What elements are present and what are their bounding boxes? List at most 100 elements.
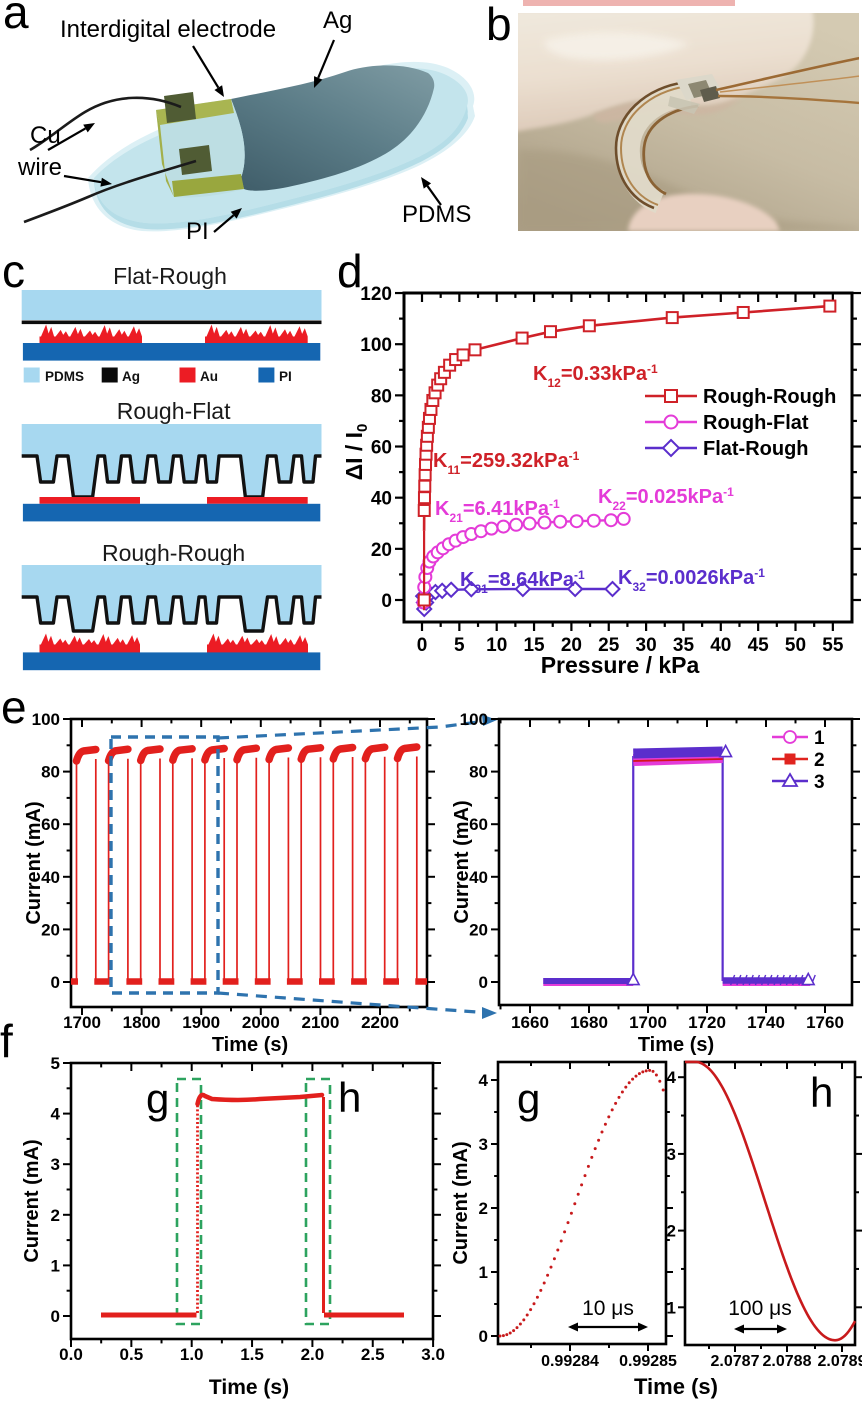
svg-text:2100: 2100 <box>301 1013 339 1032</box>
svg-text:e: e <box>1 681 27 733</box>
svg-text:80: 80 <box>41 763 60 782</box>
svg-text:1740: 1740 <box>747 1013 785 1032</box>
svg-text:Time (s): Time (s) <box>634 1374 718 1399</box>
svg-text:Pressure / kPa: Pressure / kPa <box>541 652 700 678</box>
svg-text:2: 2 <box>814 750 825 771</box>
svg-text:Current (mA): Current (mA) <box>21 1139 43 1262</box>
svg-text:25: 25 <box>598 635 620 656</box>
svg-text:1660: 1660 <box>511 1013 549 1032</box>
svg-text:0.99285: 0.99285 <box>619 1353 677 1370</box>
svg-text:h: h <box>338 1074 361 1121</box>
svg-text:20: 20 <box>41 920 60 939</box>
svg-text:2: 2 <box>51 1206 60 1225</box>
svg-text:3: 3 <box>479 1135 488 1154</box>
svg-text:20: 20 <box>469 920 488 939</box>
svg-text:Flat-Rough: Flat-Rough <box>113 263 227 289</box>
svg-text:0.0: 0.0 <box>59 1345 83 1364</box>
svg-text:5: 5 <box>51 1054 60 1073</box>
svg-text:30: 30 <box>636 635 657 656</box>
svg-text:c: c <box>2 245 25 297</box>
svg-text:wire: wire <box>17 154 62 181</box>
svg-text:10 μs: 10 μs <box>582 1297 634 1320</box>
svg-text:g: g <box>146 1075 169 1122</box>
svg-text:1680: 1680 <box>570 1013 608 1032</box>
svg-text:3: 3 <box>814 772 825 793</box>
svg-text:100 μs: 100 μs <box>728 1297 791 1320</box>
svg-text:K12=0.33kPa-1: K12=0.33kPa-1 <box>533 362 658 390</box>
svg-text:100: 100 <box>32 710 60 729</box>
svg-text:40: 40 <box>371 489 392 510</box>
svg-text:100: 100 <box>360 335 392 356</box>
svg-text:f: f <box>0 1015 13 1067</box>
svg-text:Current (mA): Current (mA) <box>23 801 45 924</box>
svg-text:50: 50 <box>785 635 806 656</box>
svg-text:2: 2 <box>479 1199 488 1218</box>
svg-text:h: h <box>810 1069 833 1116</box>
svg-text:2: 2 <box>667 1222 676 1241</box>
svg-text:a: a <box>3 0 29 38</box>
svg-text:1: 1 <box>667 1298 676 1317</box>
svg-text:4: 4 <box>667 1068 677 1087</box>
svg-text:Time (s): Time (s) <box>212 1034 288 1056</box>
svg-text:20: 20 <box>371 540 392 561</box>
svg-text:Rough-Rough: Rough-Rough <box>703 386 836 408</box>
svg-text:3: 3 <box>667 1145 676 1164</box>
svg-text:2.0788: 2.0788 <box>763 1353 812 1370</box>
svg-text:10: 10 <box>486 635 507 656</box>
svg-text:0: 0 <box>381 591 392 612</box>
svg-text:2.0789: 2.0789 <box>818 1353 862 1370</box>
svg-text:2.5: 2.5 <box>361 1345 385 1364</box>
svg-text:60: 60 <box>469 815 488 834</box>
svg-text:1700: 1700 <box>63 1013 101 1032</box>
svg-text:Ag: Ag <box>122 369 140 384</box>
svg-text:1: 1 <box>51 1256 60 1275</box>
svg-text:60: 60 <box>371 438 392 459</box>
svg-text:2000: 2000 <box>242 1013 280 1032</box>
svg-text:1: 1 <box>814 728 825 749</box>
svg-text:40: 40 <box>41 868 60 887</box>
svg-text:PI: PI <box>279 369 292 384</box>
svg-text:0.99284: 0.99284 <box>541 1353 599 1370</box>
svg-text:80: 80 <box>469 763 488 782</box>
svg-text:Time (s): Time (s) <box>638 1034 714 1056</box>
svg-text:Rough-Rough: Rough-Rough <box>102 540 245 566</box>
svg-text:20: 20 <box>561 635 582 656</box>
svg-text:1900: 1900 <box>182 1013 220 1032</box>
svg-text:2.0: 2.0 <box>301 1345 325 1364</box>
svg-text:1.0: 1.0 <box>180 1345 204 1364</box>
svg-text:g: g <box>517 1075 540 1122</box>
svg-text:Time (s): Time (s) <box>209 1376 289 1399</box>
svg-text:0: 0 <box>51 973 60 992</box>
svg-text:1.5: 1.5 <box>240 1345 264 1364</box>
svg-text:0: 0 <box>479 973 488 992</box>
svg-text:80: 80 <box>371 386 392 407</box>
svg-text:Rough-Flat: Rough-Flat <box>703 412 809 434</box>
svg-text:1700: 1700 <box>629 1013 667 1032</box>
svg-text:60: 60 <box>41 815 60 834</box>
svg-text:0.5: 0.5 <box>120 1345 144 1364</box>
svg-text:15: 15 <box>523 635 545 656</box>
svg-text:1720: 1720 <box>688 1013 726 1032</box>
svg-text:Current (mA): Current (mA) <box>451 800 473 923</box>
svg-text:2.0787: 2.0787 <box>711 1353 760 1370</box>
svg-text:1: 1 <box>479 1263 488 1282</box>
svg-text:0: 0 <box>51 1307 60 1326</box>
svg-text:1800: 1800 <box>123 1013 161 1032</box>
svg-text:Interdigital electrode: Interdigital electrode <box>60 16 276 43</box>
svg-text:Flat-Rough: Flat-Rough <box>703 438 809 460</box>
svg-text:Rough-Flat: Rough-Flat <box>117 398 231 424</box>
svg-text:3.0: 3.0 <box>421 1345 445 1364</box>
svg-text:35: 35 <box>673 635 695 656</box>
svg-text:PI: PI <box>186 218 209 245</box>
svg-text:40: 40 <box>469 868 488 887</box>
svg-text:45: 45 <box>748 635 770 656</box>
svg-text:120: 120 <box>360 284 392 305</box>
svg-text:100: 100 <box>460 710 488 729</box>
svg-text:40: 40 <box>710 635 731 656</box>
svg-text:0: 0 <box>417 635 428 656</box>
svg-text:Current (mA): Current (mA) <box>450 1141 472 1264</box>
svg-text:1760: 1760 <box>806 1013 844 1032</box>
svg-text:5: 5 <box>454 635 465 656</box>
svg-text:Ag: Ag <box>323 7 352 34</box>
svg-text:b: b <box>486 0 512 50</box>
